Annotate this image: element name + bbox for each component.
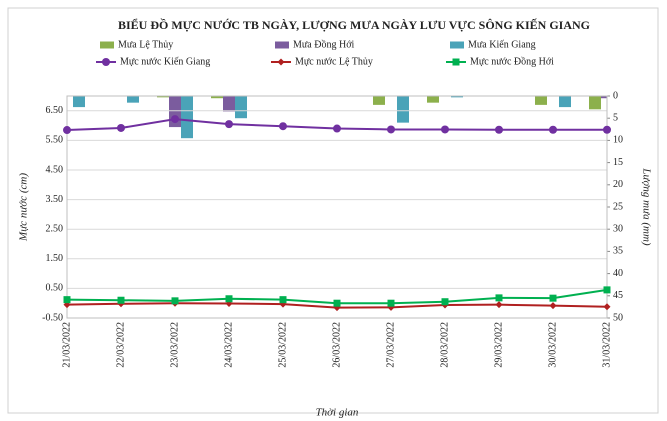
point (441, 298, 449, 306)
point (387, 125, 395, 134)
y-tick-label: -0.50 (42, 312, 63, 323)
y-tick-label: 2.50 (46, 223, 64, 234)
bar (235, 96, 247, 119)
x-tick-label: 28/03/2022 (439, 322, 450, 368)
point (603, 286, 611, 294)
y2-tick-label: 35 (613, 246, 623, 257)
bar (397, 96, 409, 123)
legend-swatch (275, 41, 289, 49)
y2-tick-label: 0 (613, 90, 618, 101)
bar (589, 96, 601, 110)
x-axis-label: Thời gian (316, 407, 359, 419)
bar (451, 96, 463, 98)
bar (601, 96, 607, 99)
x-tick-label: 30/03/2022 (547, 322, 558, 368)
legend-swatch (450, 41, 464, 49)
legend-label: Mực nước Kiến Giang (120, 56, 210, 67)
y2-tick-label: 30 (613, 223, 623, 234)
legend-marker (277, 58, 285, 66)
y-tick-label: 0.50 (46, 283, 64, 294)
y2-tick-label: 20 (613, 179, 623, 190)
legend-label: Mực nước Đồng Hới (470, 56, 554, 67)
point (117, 296, 125, 304)
y2-tick-label: 40 (613, 268, 623, 279)
bar (181, 96, 193, 139)
bar (127, 96, 139, 103)
x-tick-label: 21/03/2022 (61, 322, 72, 368)
point (333, 124, 341, 133)
y-tick-label: 6.50 (46, 105, 64, 116)
x-tick-label: 29/03/2022 (493, 322, 504, 368)
legend-label: Mưa Lệ Thủy (118, 39, 173, 50)
y-tick-label: 5.50 (46, 135, 64, 146)
legend-swatch (100, 41, 114, 49)
point (387, 299, 395, 307)
legend-marker (452, 58, 460, 66)
x-tick-label: 24/03/2022 (223, 322, 234, 368)
point (495, 125, 503, 134)
y2-tick-label: 15 (613, 157, 623, 168)
point (549, 125, 557, 134)
plot-bars (73, 96, 607, 139)
point (117, 123, 125, 132)
legend-marker (102, 58, 110, 66)
chart-frame (7, 7, 659, 414)
bar (373, 96, 385, 105)
point (495, 294, 503, 302)
point (171, 115, 179, 124)
x-tick-label: 31/03/2022 (601, 322, 612, 368)
bar (73, 96, 85, 108)
y2-tick-label: 5 (613, 112, 618, 123)
y2-tick-label: 10 (613, 135, 623, 146)
point (549, 294, 557, 302)
bar (211, 96, 223, 99)
point (225, 295, 233, 303)
x-tick-label: 27/03/2022 (385, 322, 396, 368)
y2-tick-label: 25 (613, 201, 623, 212)
point (603, 303, 611, 311)
plot-area (66, 95, 608, 319)
point (279, 122, 287, 131)
x-tick-label: 25/03/2022 (277, 322, 288, 368)
bar (223, 96, 235, 112)
point (63, 296, 71, 304)
point (441, 125, 449, 134)
bar (559, 96, 571, 108)
point (495, 301, 503, 309)
bar (157, 96, 169, 98)
point (333, 299, 341, 307)
point (279, 296, 287, 304)
y2-tick-label: 50 (613, 312, 623, 323)
legend-label: Mưa Kiến Giang (468, 39, 536, 50)
point (603, 125, 611, 134)
bar (427, 96, 439, 103)
x-tick-label: 22/03/2022 (115, 322, 126, 368)
point (549, 302, 557, 310)
y-tick-label: 3.50 (46, 194, 64, 205)
y2-axis-label: Lượng mưa (mm) (640, 167, 652, 245)
point (225, 120, 233, 129)
legend-label: Mực nước Lệ Thủy (295, 56, 373, 67)
y-tick-label: 1.50 (46, 253, 64, 264)
x-tick-label: 26/03/2022 (331, 322, 342, 368)
legend-label: Mưa Đồng Hới (293, 39, 354, 50)
x-tick-label: 23/03/2022 (169, 322, 180, 368)
bar (535, 96, 547, 105)
point (63, 126, 71, 135)
chart-title: BIỂU ĐỒ MỰC NƯỚC TB NGÀY, LƯỢNG MƯA NGÀY… (118, 17, 590, 32)
y2-tick-label: 45 (613, 290, 623, 301)
y-axis-label: Mực nước (cm) (18, 173, 30, 242)
y-tick-label: 4.50 (46, 164, 64, 175)
point (171, 297, 179, 305)
